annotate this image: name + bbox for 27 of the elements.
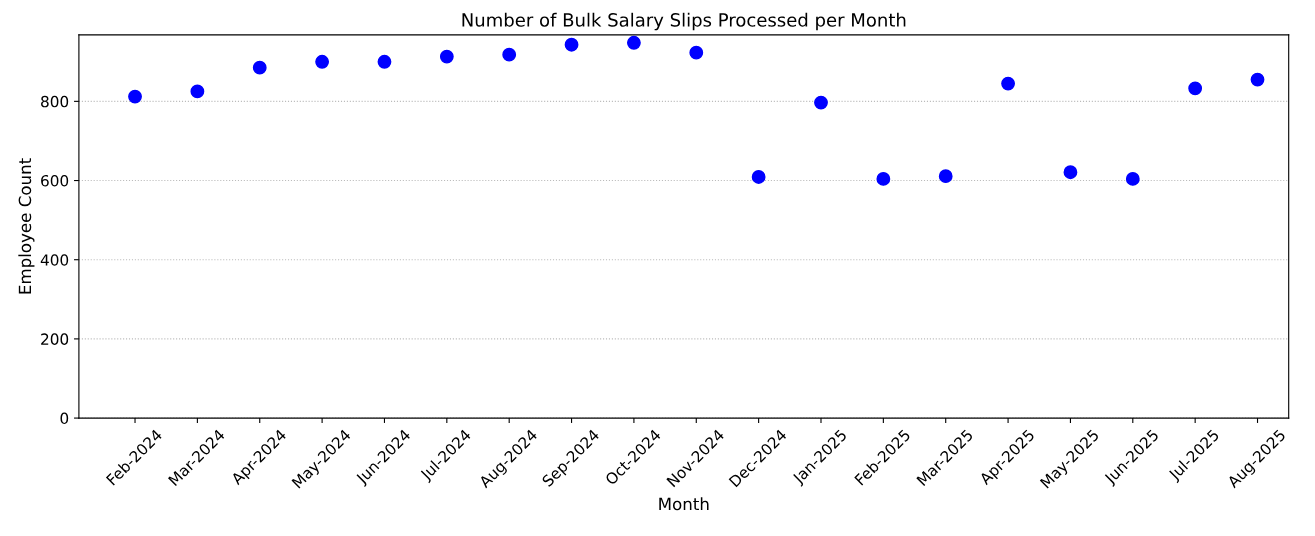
- y-tick-label: 400: [40, 254, 69, 266]
- point: [252, 60, 267, 75]
- point: [1250, 72, 1265, 87]
- x-axis-title: Month: [659, 497, 709, 511]
- point: [751, 170, 766, 184]
- y-tick-label: 600: [41, 175, 69, 187]
- point: [377, 54, 392, 69]
- point: [564, 37, 579, 52]
- point: [876, 172, 891, 186]
- point: [1125, 172, 1140, 186]
- y-axis-title: Employee Count: [18, 158, 35, 294]
- point: [315, 54, 330, 69]
- point: [128, 89, 142, 104]
- y-tick-label: 0: [60, 412, 69, 425]
- point: [1188, 81, 1203, 96]
- y-tick-label: 800: [41, 95, 69, 108]
- point: [938, 169, 953, 184]
- y-tick-label: 200: [41, 333, 69, 345]
- point: [190, 84, 205, 99]
- point: [814, 95, 828, 110]
- point: [439, 49, 454, 64]
- point: [502, 47, 517, 62]
- point: [627, 35, 641, 50]
- chart-title: Number of Bulk Salary Slips Processed per Month: [462, 12, 906, 31]
- point: [1001, 76, 1015, 91]
- point: [689, 45, 704, 60]
- point: [1063, 165, 1078, 180]
